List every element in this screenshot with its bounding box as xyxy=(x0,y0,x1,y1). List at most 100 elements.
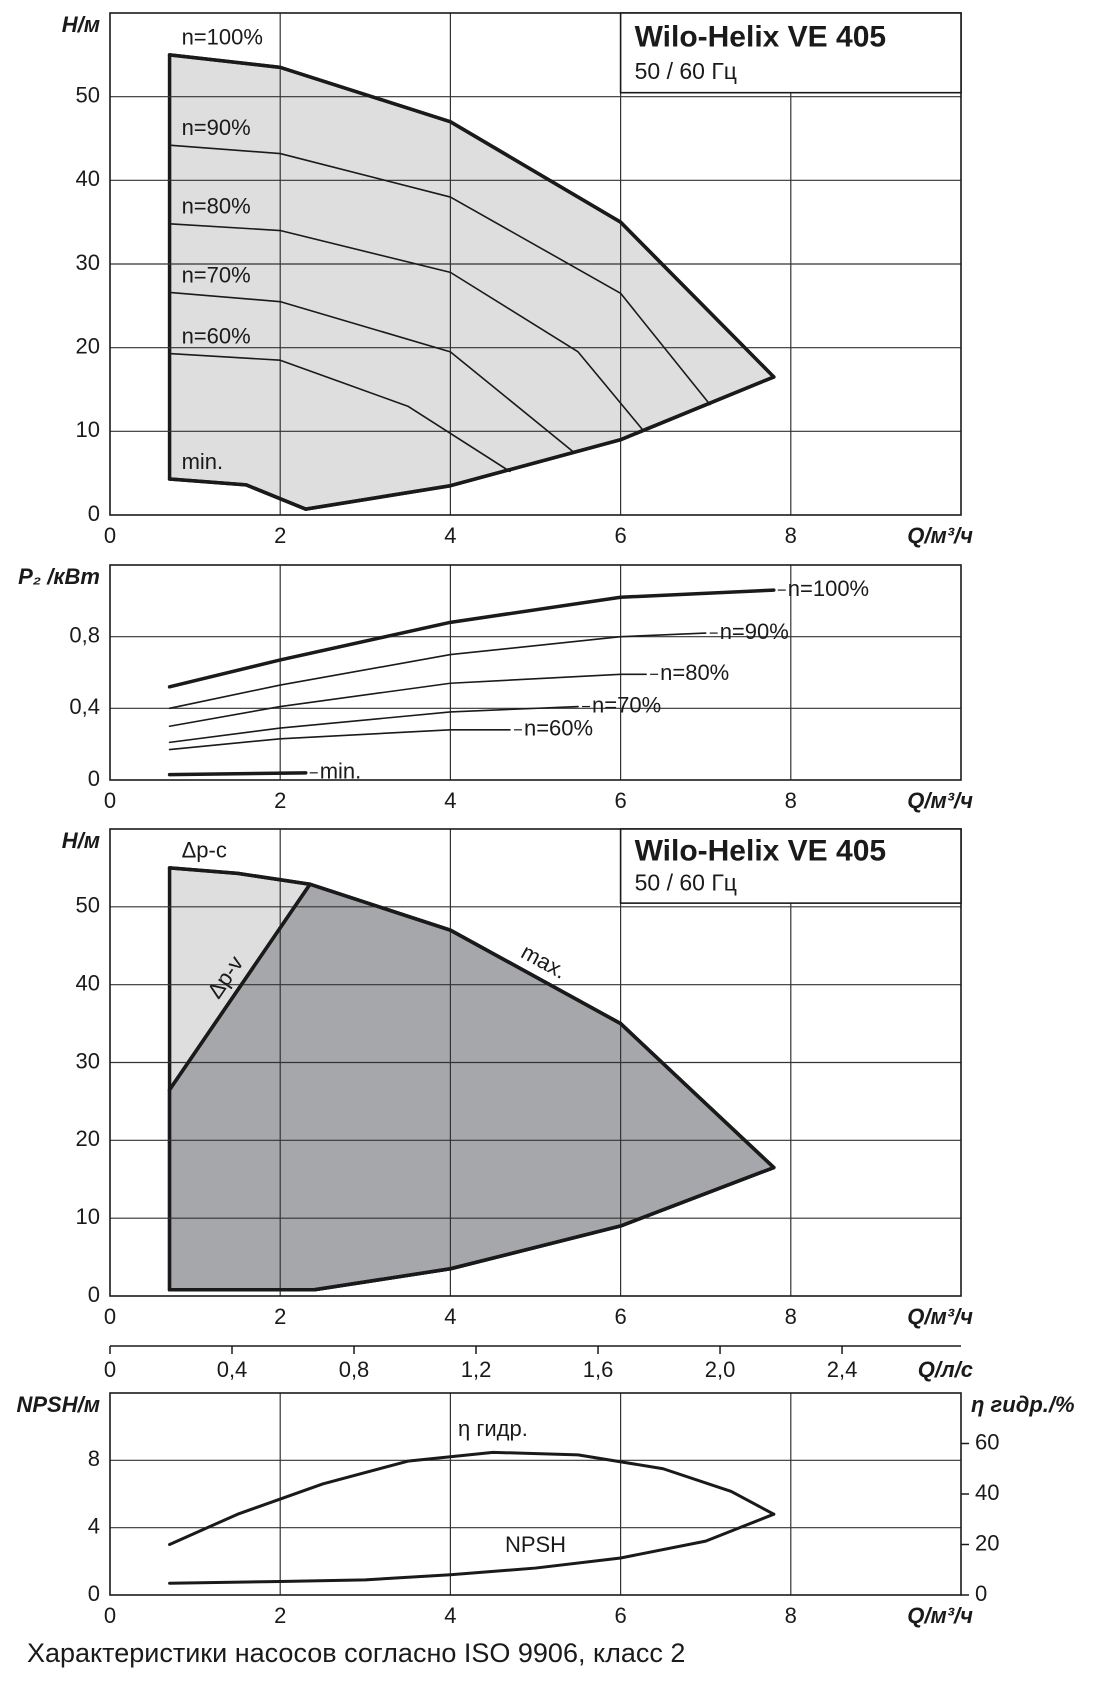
x2-tick-label: 0,4 xyxy=(217,1357,248,1382)
curve xyxy=(168,673,647,728)
curve xyxy=(167,53,776,379)
y-tick-label: 10 xyxy=(76,417,100,442)
y-tick-label: 8 xyxy=(88,1446,100,1471)
curve xyxy=(168,1512,776,1585)
x2-axis-label: Q/л/с xyxy=(918,1357,973,1382)
curve-label: n=100% xyxy=(788,576,869,601)
y-axis-label: H/м xyxy=(62,12,100,37)
frame xyxy=(109,12,962,516)
curve-label: min. xyxy=(182,449,224,474)
frame xyxy=(109,828,962,1297)
curve-label: n=60% xyxy=(524,716,593,741)
x-tick-label: 0 xyxy=(104,1603,116,1628)
area xyxy=(167,53,776,511)
curve-label: n=70% xyxy=(182,262,251,287)
x2-tick-label: 2,4 xyxy=(827,1357,858,1382)
x-axis-label: Q/м³/ч xyxy=(907,1304,973,1329)
x-tick-label: 0 xyxy=(104,1304,116,1329)
frame xyxy=(109,564,962,781)
curve xyxy=(168,1450,776,1546)
curve-label: η гидр. xyxy=(458,1416,528,1441)
x-tick-label: 2 xyxy=(274,788,286,813)
y-tick-label: 30 xyxy=(76,1048,100,1073)
x-tick-label: 0 xyxy=(104,788,116,813)
y-tick-label: 0 xyxy=(88,501,100,526)
curve-label: n=100% xyxy=(182,25,263,50)
curve xyxy=(168,705,579,744)
curve-label: n=90% xyxy=(720,619,789,644)
y-tick-label: 0 xyxy=(88,1282,100,1307)
x-axis-label: Q/м³/ч xyxy=(907,1603,973,1628)
x-tick-label: 2 xyxy=(274,523,286,548)
y-tick-label: 4 xyxy=(88,1513,100,1538)
x-tick-label: 8 xyxy=(785,523,797,548)
y-tick-label: 0,8 xyxy=(69,622,100,647)
x-tick-label: 0 xyxy=(104,523,116,548)
y-tick-label: 0 xyxy=(88,1581,100,1606)
x-tick-label: 8 xyxy=(785,788,797,813)
footer: Характеристики насосов согласно ISO 9906… xyxy=(27,1638,685,1668)
y-axis-label: NPSH/м xyxy=(16,1392,100,1417)
x-tick-label: 4 xyxy=(444,523,456,548)
x-axis-label: Q/м³/ч xyxy=(907,788,973,813)
y2-tick-label: 0 xyxy=(975,1581,987,1606)
x-tick-label: 6 xyxy=(614,788,626,813)
y-axis-label: P₂ /кВт xyxy=(18,564,100,589)
y-tick-label: 40 xyxy=(76,970,100,995)
curve xyxy=(167,1165,776,1292)
curve-label: Δp-c xyxy=(182,838,227,863)
title-box xyxy=(619,828,962,904)
chart-subtitle: 50 / 60 Гц xyxy=(635,870,737,896)
curve xyxy=(168,352,511,473)
x-tick-label: 4 xyxy=(444,1304,456,1329)
curve xyxy=(167,588,776,689)
y-tick-label: 30 xyxy=(76,250,100,275)
curve xyxy=(167,882,312,1092)
x-tick-label: 4 xyxy=(444,788,456,813)
curve xyxy=(168,144,711,406)
curve-label: n=90% xyxy=(182,115,251,140)
curve-label: n=70% xyxy=(592,692,661,717)
curve xyxy=(308,882,776,1170)
x2-tick-label: 1,2 xyxy=(461,1357,492,1382)
curve-label: min. xyxy=(320,759,362,784)
x-tick-label: 6 xyxy=(614,1603,626,1628)
y-tick-label: 20 xyxy=(76,1126,100,1151)
x-tick-label: 2 xyxy=(274,1603,286,1628)
curve xyxy=(168,632,707,710)
x-axis-label: Q/м³/ч xyxy=(907,523,973,548)
x-tick-label: 2 xyxy=(274,1304,286,1329)
frame xyxy=(109,1392,962,1596)
curve xyxy=(167,771,308,777)
x-tick-label: 6 xyxy=(614,523,626,548)
y-tick-label: 20 xyxy=(76,333,100,358)
curve xyxy=(168,729,511,751)
curve-label: n=80% xyxy=(182,194,251,219)
curve-label: NPSH xyxy=(505,1532,566,1557)
y2-tick-label: 40 xyxy=(975,1480,999,1505)
title-box xyxy=(619,12,962,94)
curve xyxy=(167,866,312,887)
x2-tick-label: 0 xyxy=(104,1357,116,1382)
y-tick-label: 50 xyxy=(76,893,100,918)
curve-label: n=60% xyxy=(182,323,251,348)
x2-tick-label: 0,8 xyxy=(339,1357,370,1382)
x2-tick-label: 2,0 xyxy=(705,1357,736,1382)
y-tick-label: 0 xyxy=(88,766,100,791)
chart-title: Wilo-Helix VE 405 xyxy=(635,20,886,53)
y-axis-label: H/м xyxy=(62,828,100,853)
y-tick-label: 10 xyxy=(76,1204,100,1229)
chart-subtitle: 50 / 60 Гц xyxy=(635,58,737,84)
curve xyxy=(168,223,643,430)
curve-label: n=80% xyxy=(660,660,729,685)
y-tick-label: 50 xyxy=(76,82,100,107)
x2-tick-label: 1,6 xyxy=(583,1357,614,1382)
y-tick-label: 0,4 xyxy=(69,694,100,719)
curve xyxy=(303,375,776,511)
y2-tick-label: 60 xyxy=(975,1429,999,1454)
y2-tick-label: 20 xyxy=(975,1530,999,1555)
x-tick-label: 8 xyxy=(785,1603,797,1628)
x-tick-label: 4 xyxy=(444,1603,456,1628)
